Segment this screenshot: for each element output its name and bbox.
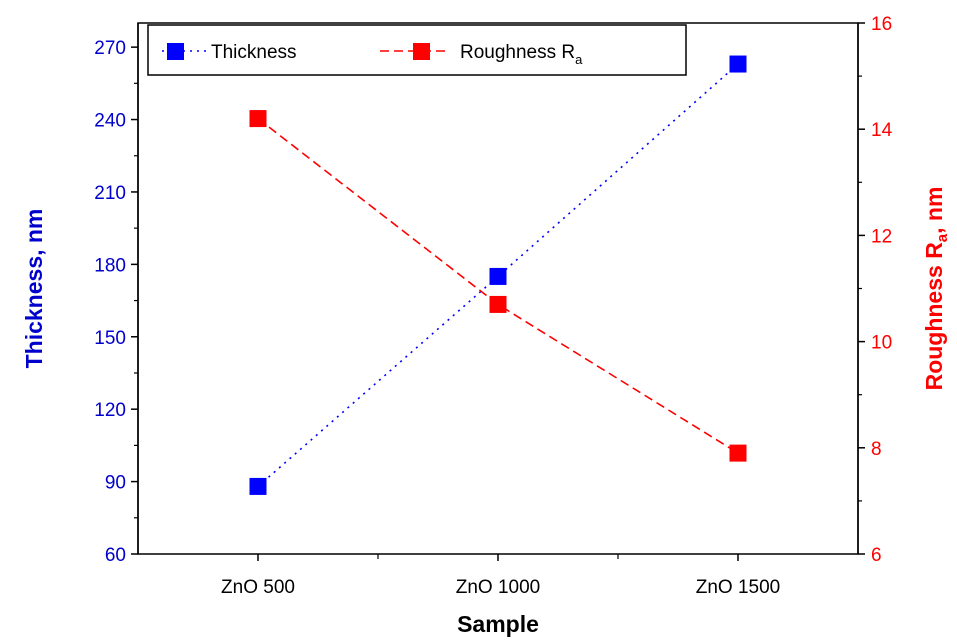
y-right-title-main: Roughness R bbox=[921, 242, 947, 391]
y-right-title-suffix: , nm bbox=[921, 187, 947, 234]
legend-label-roughness: Roughness Ra bbox=[460, 42, 583, 67]
legend-label-roughness-main: Roughness R bbox=[460, 42, 575, 63]
axis-ticks: 60 90 120 150 180 210 240 270 6 8 10 12 14 16 ZnO 500 Z… bbox=[94, 14, 892, 598]
y-left-tick-label: 90 bbox=[105, 473, 126, 494]
y-right-title-subscript: a bbox=[934, 233, 951, 242]
data-point-0 bbox=[249, 477, 267, 495]
y-right-tick-label: 12 bbox=[871, 226, 892, 247]
y-left-tick-label: 270 bbox=[94, 38, 126, 59]
y-right-tick-label: 10 bbox=[871, 333, 892, 354]
y-right-tick-label: 8 bbox=[871, 439, 882, 460]
data-point-0 bbox=[729, 55, 747, 73]
y-right-axis-title: Roughness Ra, nm bbox=[921, 187, 951, 391]
data-point-1 bbox=[489, 295, 507, 313]
plot-frame bbox=[137, 22, 859, 555]
y-left-tick-label: 180 bbox=[94, 255, 126, 276]
plot-area-border bbox=[137, 22, 859, 555]
y-left-tick-label: 150 bbox=[94, 328, 126, 349]
y-left-tick-label: 240 bbox=[94, 111, 126, 132]
legend-label-roughness-subscript: a bbox=[575, 52, 583, 67]
y-right-tick-label: 14 bbox=[871, 120, 893, 141]
series-line-1 bbox=[257, 117, 739, 454]
series-line-0 bbox=[257, 63, 739, 488]
x-tick-label: ZnO 500 bbox=[221, 577, 295, 598]
y-right-tick-label: 16 bbox=[871, 14, 892, 35]
legend-label-thickness: Thickness bbox=[211, 42, 297, 63]
data-point-1 bbox=[249, 110, 267, 128]
series-layer bbox=[249, 55, 747, 495]
legend-marker-thickness bbox=[167, 43, 184, 60]
legend-marker-roughness bbox=[413, 43, 430, 60]
x-axis-title: Sample bbox=[457, 611, 539, 637]
y-left-tick-label: 120 bbox=[94, 400, 126, 421]
data-point-1 bbox=[729, 444, 747, 462]
x-tick-label: ZnO 1500 bbox=[696, 577, 781, 598]
data-point-0 bbox=[489, 267, 507, 285]
y-left-tick-label: 210 bbox=[94, 183, 126, 204]
y-left-tick-label: 60 bbox=[105, 545, 126, 566]
x-tick-label: ZnO 1000 bbox=[456, 577, 541, 598]
y-left-axis-title: Thickness, nm bbox=[21, 209, 47, 369]
legend: Thickness Roughness Ra bbox=[147, 24, 687, 76]
y-right-tick-label: 6 bbox=[871, 545, 882, 566]
